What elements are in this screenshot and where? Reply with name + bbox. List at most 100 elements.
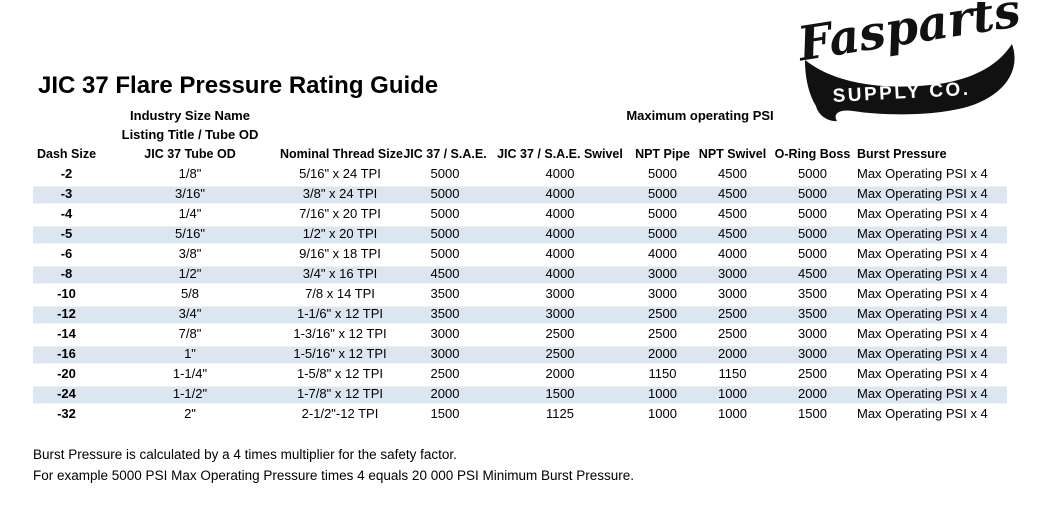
column-header-row: Dash Size JIC 37 Tube OD Nominal Thread Si… <box>33 145 1007 164</box>
table-cell: 3000 <box>718 266 747 281</box>
fasparts-logo: Fasparts SUPPLY CO. <box>775 2 1023 130</box>
table-cell: Max Operating PSI x 4 <box>857 166 988 181</box>
table-cell: 2500 <box>430 366 460 381</box>
table-cell: -6 <box>60 246 73 261</box>
table-row: -16 1" 1-5/16" x 12 TPI 3000 2500 2000 2000 300… <box>33 344 1007 364</box>
page-title: JIC 37 Flare Pressure Rating Guide <box>38 72 439 99</box>
logo-brand-text: Fasparts <box>792 2 1023 73</box>
column-header: NPT Swivel <box>698 147 767 161</box>
table-cell: -2 <box>60 166 73 181</box>
table-cell: 2500 <box>798 366 827 381</box>
table-cell: 7/16" x 20 TPI <box>299 206 381 221</box>
table-cell: 5000 <box>648 166 677 181</box>
table-cell: 4000 <box>545 226 575 241</box>
header-listing-title-tube-od: Listing Title / Tube OD <box>121 127 259 142</box>
table-cell: 1500 <box>545 386 575 401</box>
table-cell: Max Operating PSI x 4 <box>857 226 988 241</box>
table-cell: 1-1/2" <box>172 386 208 401</box>
table-cell: 1" <box>184 346 196 361</box>
table-cell: 5000 <box>798 226 827 241</box>
table-cell: 2" <box>184 406 196 421</box>
table-cell: Max Operating PSI x 4 <box>857 346 988 361</box>
table-cell: 1500 <box>430 406 460 421</box>
table-cell: 5000 <box>798 206 827 221</box>
table-cell: 1000 <box>718 386 747 401</box>
table-cell: 1-1/4" <box>172 366 208 381</box>
table-cell: 4000 <box>648 246 677 261</box>
table-cell: 2000 <box>648 346 677 361</box>
table-cell: 3500 <box>430 286 460 301</box>
table-cell: 3/8" x 24 TPI <box>302 186 378 201</box>
table-cell: 2500 <box>545 346 575 361</box>
table-cell: 5000 <box>430 246 460 261</box>
column-header: NPT Pipe <box>635 147 690 161</box>
table-cell: 7/8 x 14 TPI <box>305 286 375 301</box>
table-cell: -5 <box>60 226 73 241</box>
table-cell: 4500 <box>798 266 827 281</box>
table-cell: 1/2" x 20 TPI <box>302 226 378 241</box>
table-cell: -8 <box>60 266 73 281</box>
table-cell: 5/8 <box>180 286 200 301</box>
table-cell: 3000 <box>430 326 460 341</box>
table-row: -24 1-1/2" 1-7/8" x 12 TPI 2000 1500 1000 1000… <box>33 384 1007 404</box>
table-cell: 1125 <box>546 406 574 421</box>
table-cell: 5000 <box>648 186 677 201</box>
table-cell: 5000 <box>798 186 827 201</box>
table-cell: Max Operating PSI x 4 <box>857 306 988 321</box>
table-cell: Max Operating PSI x 4 <box>857 406 988 421</box>
table-cell: 9/16" x 18 TPI <box>299 246 381 261</box>
table-cell: 4500 <box>718 186 747 201</box>
table-cell: 2000 <box>718 346 747 361</box>
table-cell: Max Operating PSI x 4 <box>857 206 988 221</box>
table-cell: 1-7/8" x 12 TPI <box>296 386 384 401</box>
table-cell: -10 <box>57 286 76 301</box>
table-body: -2 1/8" 5/16" x 24 TPI 5000 4000 5000 4500 5000… <box>33 164 1007 424</box>
table-cell: -12 <box>57 306 76 321</box>
table-row: -12 3/4" 1-1/6" x 12 TPI 3500 3000 2500 2500 35… <box>33 304 1007 324</box>
table-cell: 5000 <box>648 206 677 221</box>
table-cell: 3/4" x 16 TPI <box>302 266 378 281</box>
table-cell: 5/16" x 24 TPI <box>299 166 381 181</box>
table-cell: 2500 <box>718 326 747 341</box>
table-cell: Max Operating PSI x 4 <box>857 286 988 301</box>
table-cell: 1000 <box>648 406 677 421</box>
logo-graphic: Fasparts SUPPLY CO. <box>792 2 1023 122</box>
table-cell: Max Operating PSI x 4 <box>857 326 988 341</box>
table-cell: Max Operating PSI x 4 <box>857 246 988 261</box>
table-cell: 2000 <box>798 386 827 401</box>
table-row: -2 1/8" 5/16" x 24 TPI 5000 4000 5000 4500 5000… <box>33 164 1007 184</box>
table-cell: 2500 <box>648 306 677 321</box>
table-cell: 4000 <box>545 186 575 201</box>
table-cell: 1/4" <box>178 206 202 221</box>
table-cell: 3500 <box>430 306 460 321</box>
table-cell: -14 <box>57 326 76 341</box>
table-cell: 3000 <box>648 266 677 281</box>
column-header: Nominal Thread Size <box>280 147 403 161</box>
table-cell: 3/16" <box>175 186 205 201</box>
header-industry-size-name: Industry Size Name <box>130 108 250 123</box>
table-cell: 3500 <box>798 286 827 301</box>
table-cell: 4000 <box>545 266 575 281</box>
table-cell: 3000 <box>545 286 575 301</box>
table-cell: Max Operating PSI x 4 <box>857 186 988 201</box>
table-cell: -20 <box>57 366 76 381</box>
table-row: -4 1/4" 7/16" x 20 TPI 5000 4000 5000 4500 5000… <box>33 204 1007 224</box>
table-cell: -32 <box>57 406 76 421</box>
table-cell: 5000 <box>798 166 827 181</box>
table-cell: 5000 <box>430 166 460 181</box>
table-cell: Max Operating PSI x 4 <box>857 366 988 381</box>
table-cell: 4000 <box>545 246 575 261</box>
table-cell: 5000 <box>430 186 460 201</box>
column-header: JIC 37 / S.A.E. Swivel <box>497 147 623 161</box>
table-cell: 4000 <box>718 246 747 261</box>
column-header: Burst Pressure <box>857 147 947 161</box>
table-cell: 5000 <box>798 246 827 261</box>
table-cell: 3000 <box>798 326 827 341</box>
footer-note-line1: Burst Pressure is calculated by a 4 time… <box>33 447 457 462</box>
table-cell: 3000 <box>648 286 677 301</box>
column-header: JIC 37 / S.A.E. <box>403 147 487 161</box>
table-cell: 3500 <box>798 306 827 321</box>
table-cell: Max Operating PSI x 4 <box>857 386 988 401</box>
table-cell: 4500 <box>718 166 747 181</box>
table-cell: Max Operating PSI x 4 <box>857 266 988 281</box>
